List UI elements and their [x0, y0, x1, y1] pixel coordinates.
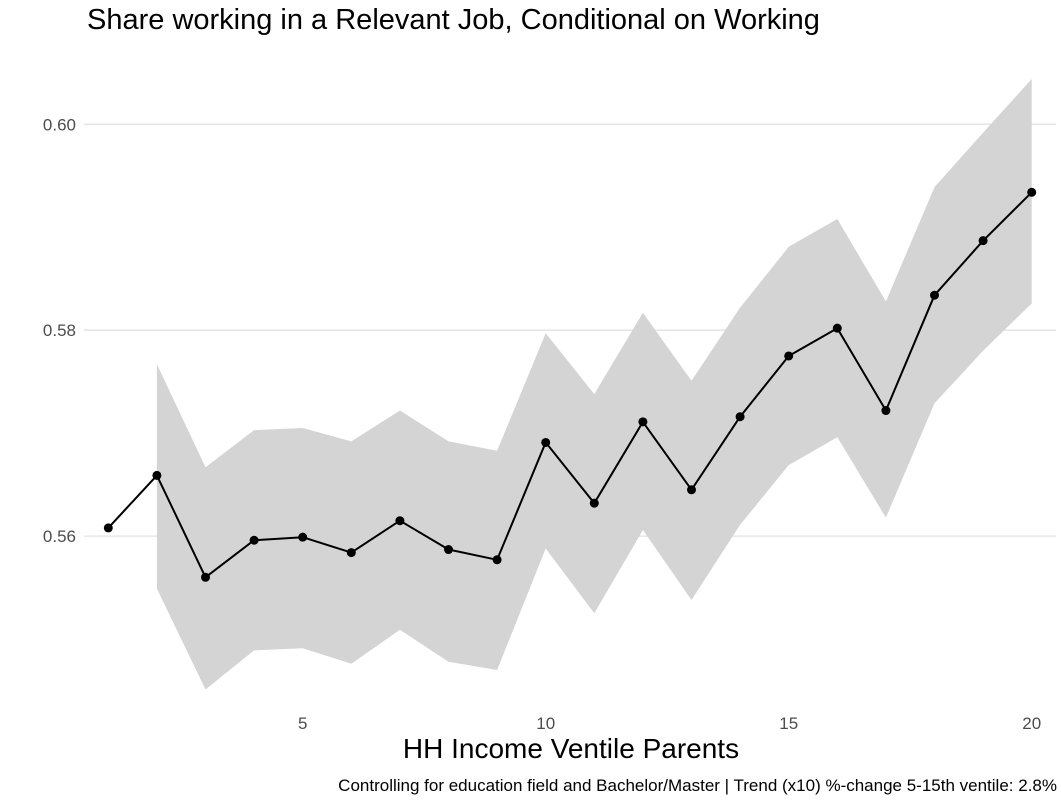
data-point [201, 572, 210, 582]
y-tick-label: 0.56 [43, 527, 76, 546]
data-point [395, 516, 405, 526]
confidence-ribbon [156, 79, 1032, 690]
y-tick-label: 0.58 [43, 321, 76, 340]
x-tick-label: 5 [298, 714, 307, 733]
x-tick-label: 20 [1022, 714, 1041, 733]
data-point [444, 545, 453, 555]
data-point [589, 498, 599, 508]
data-point [152, 470, 162, 480]
x-axis-label: HH Income Ventile Parents [402, 733, 740, 764]
data-point [1027, 187, 1037, 197]
data-point [978, 236, 988, 246]
data-point [492, 555, 502, 565]
y-tick-label: 0.60 [43, 115, 76, 134]
series-line [107, 191, 1033, 579]
chart-caption: Controlling for education field and Bach… [338, 776, 1057, 795]
data-point [735, 412, 745, 422]
data-point [832, 323, 842, 333]
confidence-band [156, 79, 1032, 690]
data-point [638, 417, 648, 427]
chart-title: Share working in a Relevant Job, Conditi… [87, 4, 820, 36]
series-points [103, 187, 1037, 582]
data-point [298, 532, 308, 542]
data-point [249, 535, 259, 545]
y-axis-ticks: 0.56 0.58 0.60 [43, 115, 76, 546]
data-point [103, 523, 113, 533]
data-point [784, 351, 794, 361]
series-polyline [107, 191, 1033, 579]
data-point [930, 290, 939, 300]
data-point [881, 406, 891, 416]
data-point [346, 548, 356, 558]
x-tick-label: 15 [779, 714, 798, 733]
data-point [687, 485, 696, 495]
x-axis-ticks: 5 10 15 20 [298, 714, 1041, 733]
data-point [541, 437, 551, 447]
x-tick-label: 10 [536, 714, 555, 733]
